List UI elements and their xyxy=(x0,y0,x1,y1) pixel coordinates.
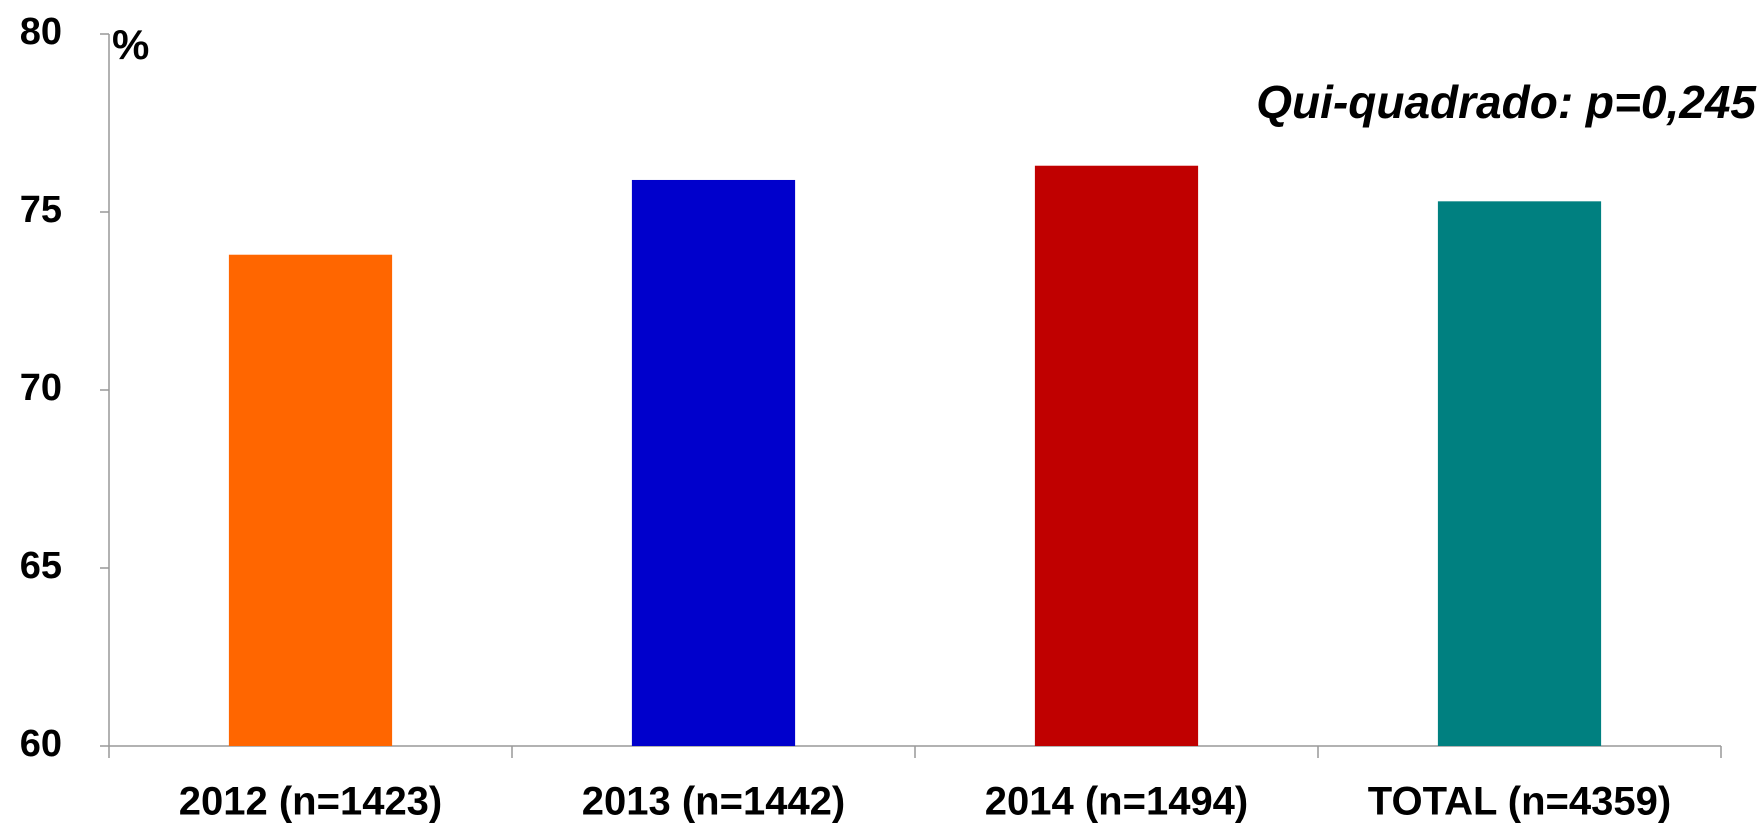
bar xyxy=(228,254,393,746)
y-tick-label: 70 xyxy=(20,367,62,409)
bar xyxy=(631,179,796,746)
bar xyxy=(1437,201,1602,746)
y-tick-label: 60 xyxy=(20,723,62,765)
x-tick-label: 2012 (n=1423) xyxy=(179,780,443,824)
x-tick-label: 2014 (n=1494) xyxy=(985,780,1249,824)
y-tick-label: 80 xyxy=(20,11,62,53)
bar xyxy=(1034,165,1199,747)
annotation: Qui-quadrado: p=0,245 xyxy=(1256,76,1757,128)
y-tick-label: 65 xyxy=(20,545,62,587)
x-tick-label: TOTAL (n=4359) xyxy=(1368,780,1671,824)
y-axis-label: % xyxy=(112,21,149,68)
y-tick-label: 75 xyxy=(20,189,62,231)
x-tick-label: 2013 (n=1442) xyxy=(582,780,846,824)
